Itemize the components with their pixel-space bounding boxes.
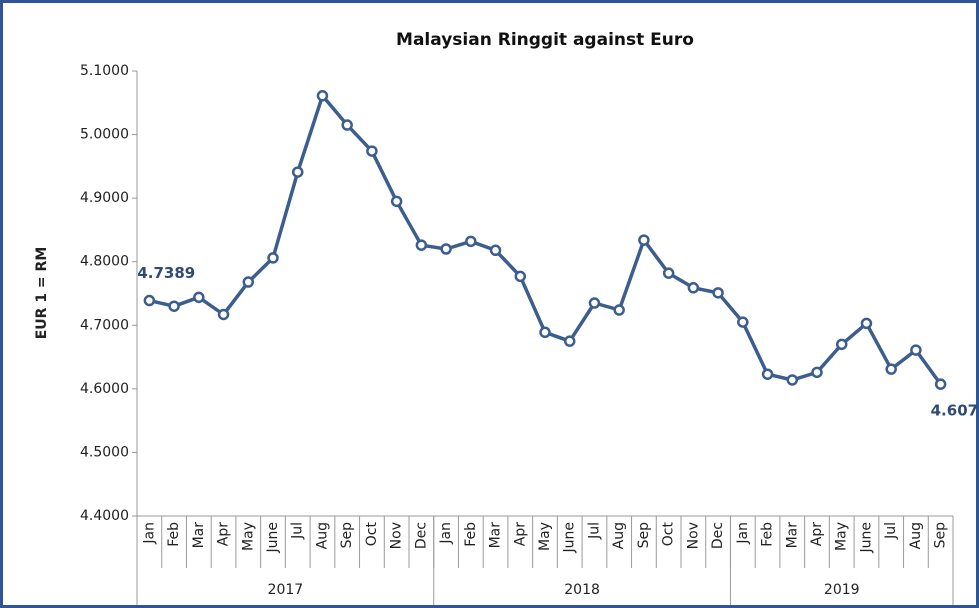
- x-tick-label: Jul: [586, 522, 602, 540]
- chart-title: Malaysian Ringgit against Euro: [396, 30, 694, 50]
- point: [638, 234, 650, 246]
- point: [193, 291, 205, 304]
- point: [341, 119, 353, 131]
- point: [811, 366, 823, 379]
- point: [143, 294, 156, 307]
- y-tick-label: 4.6000: [80, 381, 129, 397]
- x-tick-label: Oct: [364, 522, 380, 547]
- x-tick-label: Jul: [883, 522, 899, 540]
- y-tick-label: 4.4000: [80, 508, 129, 524]
- point: [217, 308, 230, 321]
- x-tick-label: Dec: [413, 522, 429, 549]
- point: [761, 368, 774, 380]
- point: [291, 166, 304, 178]
- x-tick-label: Sep: [933, 522, 949, 549]
- point: [613, 304, 625, 316]
- group-label: 2019: [824, 582, 860, 598]
- y-tick-label: 4.8000: [80, 254, 129, 270]
- point: [860, 317, 873, 330]
- y-axis-title: EUR 1 = RM: [34, 247, 50, 340]
- point: [514, 270, 527, 283]
- x-tick-label: Jan: [735, 522, 751, 545]
- x-tick-label: Aug: [611, 522, 627, 549]
- x-tick-label: Jan: [141, 522, 157, 545]
- x-tick-label: June: [562, 522, 578, 554]
- x-tick-label: Nov: [685, 522, 701, 549]
- x-tick-label: Apr: [512, 522, 528, 546]
- point: [786, 374, 799, 386]
- point: [366, 145, 378, 157]
- x-tick-label: Apr: [216, 522, 232, 546]
- value-label: 4.7389: [137, 264, 195, 282]
- x-tick-label: Mar: [191, 522, 207, 549]
- point: [687, 282, 700, 294]
- x-tick-label: Nov: [389, 522, 405, 549]
- point: [390, 195, 403, 208]
- x-tick-label: Feb: [463, 522, 479, 547]
- point: [737, 316, 749, 328]
- y-tick-label: 4.5000: [80, 444, 129, 460]
- point: [563, 335, 576, 347]
- point: [440, 243, 452, 255]
- x-tick-label: May: [537, 522, 553, 551]
- x-tick-label: June: [858, 522, 874, 554]
- point: [242, 276, 255, 288]
- point: [539, 326, 551, 339]
- y-tick-label: 5.0000: [80, 127, 129, 143]
- x-tick-label: Oct: [661, 522, 677, 547]
- point: [588, 297, 601, 309]
- x-tick-label: Apr: [809, 522, 825, 546]
- group-label: 2018: [564, 582, 600, 598]
- x-tick-label: Aug: [908, 522, 924, 549]
- x-tick-label: Mar: [784, 522, 800, 549]
- y-tick-label: 4.9000: [80, 190, 129, 206]
- x-tick-label: Jan: [438, 522, 454, 545]
- point: [465, 235, 477, 248]
- x-tick-label: Aug: [314, 522, 330, 549]
- x-tick-label: Feb: [760, 522, 776, 547]
- point: [885, 363, 897, 375]
- point: [415, 239, 428, 251]
- point: [662, 267, 675, 279]
- x-tick-label: Feb: [166, 522, 182, 547]
- x-tick-label: May: [834, 522, 850, 551]
- point: [316, 90, 329, 102]
- x-tick-label: Jul: [290, 522, 306, 540]
- value-label: 4.6074: [931, 402, 979, 420]
- point: [934, 378, 947, 390]
- point: [267, 252, 279, 264]
- group-label: 2017: [268, 582, 304, 598]
- point: [489, 244, 502, 257]
- point: [835, 338, 848, 351]
- point: [712, 287, 724, 299]
- x-tick-label: June: [265, 522, 281, 554]
- x-tick-label: Mar: [488, 522, 504, 549]
- x-tick-label: May: [240, 522, 256, 551]
- x-tick-label: Sep: [636, 522, 652, 549]
- x-tick-label: Dec: [710, 522, 726, 549]
- point: [910, 344, 922, 356]
- x-tick-label: Sep: [339, 522, 355, 549]
- point: [168, 300, 180, 312]
- y-tick-label: 4.7000: [80, 317, 129, 333]
- y-tick-label: 5.1000: [80, 63, 129, 79]
